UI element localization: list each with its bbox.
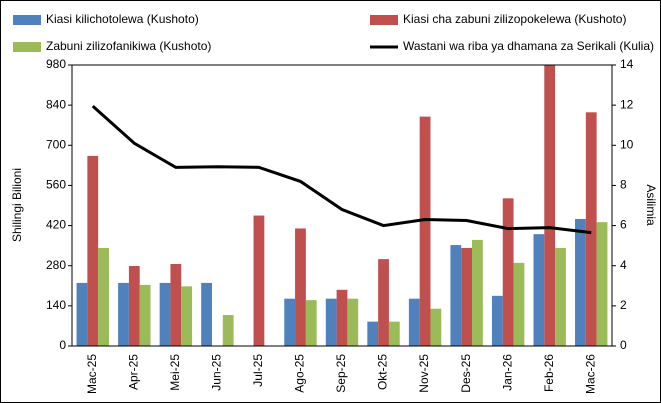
y2-tick-label: 14 bbox=[620, 57, 634, 71]
y2-tick-label: 8 bbox=[620, 178, 627, 192]
x-tick-label: Mac-25 bbox=[85, 354, 99, 394]
bar bbox=[181, 286, 193, 346]
x-tick-label: Mac-26 bbox=[583, 354, 597, 394]
y-tick-label: 0 bbox=[59, 338, 66, 352]
bar bbox=[128, 266, 140, 346]
x-tick-label: Sep-25 bbox=[334, 354, 348, 393]
bar bbox=[253, 215, 265, 346]
y2-tick-label: 4 bbox=[620, 258, 627, 272]
x-tick-label: Jan-26 bbox=[500, 354, 514, 391]
bar bbox=[305, 300, 317, 346]
y2-tick-label: 2 bbox=[620, 298, 627, 312]
x-tick-label: Ago-25 bbox=[293, 354, 307, 393]
bar bbox=[295, 228, 306, 346]
bar bbox=[222, 315, 234, 346]
bar bbox=[336, 289, 348, 346]
bar bbox=[170, 263, 182, 346]
line-series bbox=[91, 105, 592, 235]
bar bbox=[430, 308, 442, 346]
plot bbox=[76, 65, 608, 346]
bar bbox=[284, 298, 296, 346]
bar bbox=[76, 282, 88, 346]
bar bbox=[585, 112, 597, 346]
bar bbox=[98, 247, 109, 346]
legend-label: Kiasi kilichotolewa (Kushoto) bbox=[46, 12, 199, 26]
x-tick-label: Okt-25 bbox=[376, 354, 390, 390]
bar bbox=[201, 282, 212, 346]
bar bbox=[325, 298, 337, 346]
bar bbox=[533, 234, 545, 346]
y-tick-label: 280 bbox=[46, 258, 66, 272]
x-tick-label: Jun-25 bbox=[210, 354, 224, 391]
bar bbox=[408, 298, 420, 346]
bar bbox=[491, 295, 503, 346]
bar bbox=[575, 218, 586, 346]
y2-tick-label: 10 bbox=[620, 137, 634, 151]
x-tick-label: Nov-25 bbox=[417, 354, 431, 393]
y-tick-label: 980 bbox=[46, 57, 66, 71]
y-axis-title: Shilingi Bilioni bbox=[10, 168, 24, 242]
y2-tick-label: 6 bbox=[620, 218, 627, 232]
bar bbox=[87, 155, 99, 346]
legend-label: Kiasi cha zabuni zilizopokelewa (Kushoto… bbox=[403, 12, 626, 26]
bar bbox=[347, 298, 359, 346]
legend-label: Zabuni zilizofanikiwa (Kushoto) bbox=[46, 39, 211, 53]
y-tick-label: 840 bbox=[46, 97, 66, 111]
y2-tick-label: 0 bbox=[620, 338, 627, 352]
y-tick-label: 700 bbox=[46, 137, 66, 151]
bar bbox=[544, 65, 556, 346]
legend-swatch bbox=[370, 15, 398, 25]
y-tick-label: 560 bbox=[46, 178, 66, 192]
y-tick-label: 140 bbox=[46, 298, 66, 312]
x-tick-label: Des-25 bbox=[459, 354, 473, 393]
legend-swatch bbox=[13, 42, 41, 52]
bar bbox=[159, 282, 171, 346]
y-tick-label: 420 bbox=[46, 218, 66, 232]
bar bbox=[596, 222, 608, 346]
bar bbox=[513, 262, 525, 346]
legend-swatch bbox=[13, 15, 41, 25]
bar bbox=[472, 239, 483, 346]
bar bbox=[555, 247, 566, 346]
bar bbox=[118, 282, 129, 346]
bar bbox=[139, 284, 151, 346]
bar bbox=[461, 247, 473, 346]
bar bbox=[450, 245, 462, 346]
bar bbox=[419, 116, 431, 346]
bar bbox=[502, 198, 514, 346]
x-tick-label: Jul-25 bbox=[251, 354, 265, 387]
y2-tick-label: 12 bbox=[620, 97, 634, 111]
bar bbox=[367, 321, 379, 346]
x-tick-label: Apr-25 bbox=[126, 354, 140, 390]
x-tick-label: Mei-25 bbox=[168, 354, 182, 391]
x-tick-label: Feb-26 bbox=[542, 354, 556, 392]
bar bbox=[388, 321, 400, 346]
bar bbox=[378, 259, 389, 346]
legend-label: Wastani wa riba ya dhamana za Serikali (… bbox=[403, 39, 654, 53]
y2-axis-title: Asilimia bbox=[644, 184, 658, 226]
